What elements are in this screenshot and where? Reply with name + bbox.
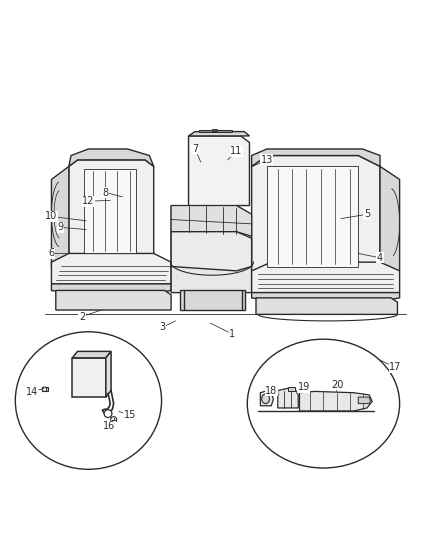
Text: 14: 14 <box>26 387 44 397</box>
Text: 20: 20 <box>331 380 343 391</box>
Ellipse shape <box>15 332 162 470</box>
Polygon shape <box>180 290 245 310</box>
Polygon shape <box>69 160 154 258</box>
Polygon shape <box>188 132 250 136</box>
Polygon shape <box>171 206 252 293</box>
Polygon shape <box>252 293 399 301</box>
Polygon shape <box>288 387 295 391</box>
Text: 7: 7 <box>192 144 201 162</box>
Polygon shape <box>171 206 252 236</box>
Polygon shape <box>380 166 399 271</box>
Polygon shape <box>260 391 273 406</box>
Polygon shape <box>84 168 136 254</box>
Polygon shape <box>69 149 154 166</box>
Text: 18: 18 <box>265 385 279 395</box>
Polygon shape <box>199 130 232 133</box>
Text: 2: 2 <box>79 310 102 321</box>
Polygon shape <box>256 298 397 314</box>
Text: 9: 9 <box>57 222 86 232</box>
Text: 3: 3 <box>159 321 176 333</box>
Polygon shape <box>252 262 399 293</box>
Text: 1: 1 <box>210 323 235 339</box>
Polygon shape <box>252 149 380 166</box>
Polygon shape <box>72 358 106 397</box>
Text: 12: 12 <box>82 196 110 206</box>
Polygon shape <box>106 351 111 397</box>
Text: 11: 11 <box>228 146 243 160</box>
Circle shape <box>111 417 117 423</box>
Polygon shape <box>51 254 171 284</box>
Polygon shape <box>267 166 358 266</box>
Circle shape <box>42 387 47 391</box>
Polygon shape <box>51 284 171 293</box>
Ellipse shape <box>247 339 399 468</box>
Polygon shape <box>42 387 48 391</box>
Polygon shape <box>252 156 380 271</box>
Text: 19: 19 <box>298 383 310 393</box>
Text: 13: 13 <box>253 155 273 166</box>
Polygon shape <box>358 397 371 403</box>
Polygon shape <box>212 130 217 131</box>
Text: 4: 4 <box>358 253 383 263</box>
Polygon shape <box>72 351 111 358</box>
Polygon shape <box>188 136 250 206</box>
Text: 10: 10 <box>45 212 86 221</box>
Polygon shape <box>51 166 69 266</box>
Polygon shape <box>300 391 372 411</box>
Text: 6: 6 <box>48 248 73 259</box>
Circle shape <box>104 410 112 417</box>
Text: 16: 16 <box>103 421 116 431</box>
Text: 5: 5 <box>341 209 370 219</box>
Text: 8: 8 <box>103 188 122 198</box>
Ellipse shape <box>261 394 269 403</box>
Polygon shape <box>278 389 298 408</box>
Polygon shape <box>171 232 252 271</box>
Text: 17: 17 <box>380 360 402 373</box>
Text: 15: 15 <box>119 410 136 421</box>
Polygon shape <box>56 290 171 310</box>
